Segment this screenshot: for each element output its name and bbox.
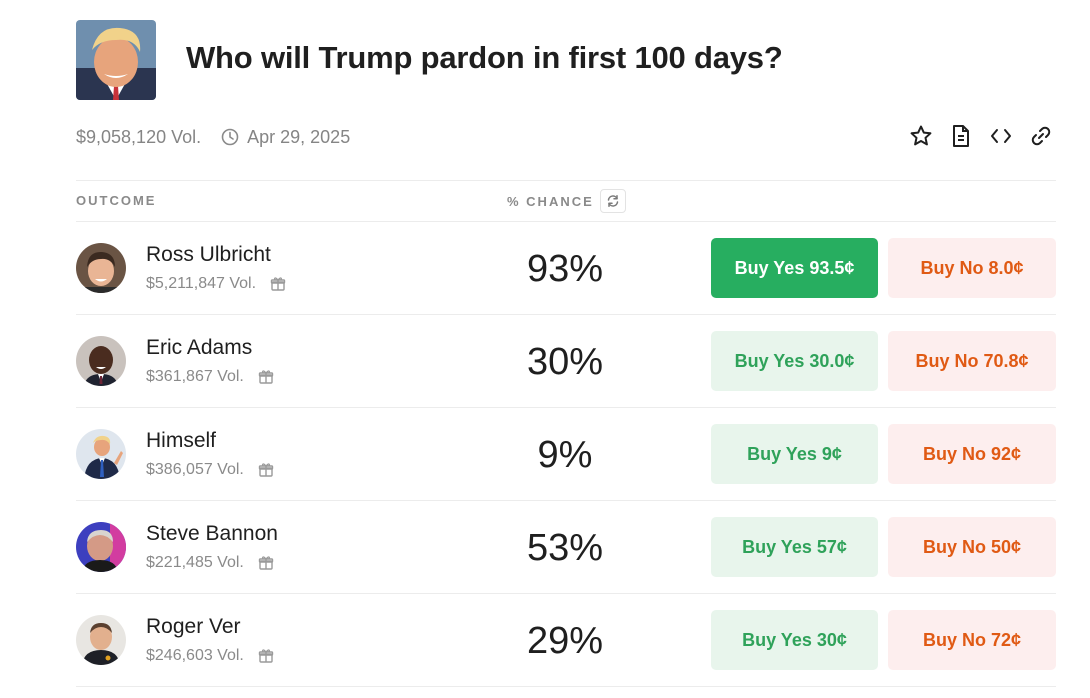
outcome-volume-line: $361,867 Vol.: [146, 368, 274, 386]
buy-no-button[interactable]: Buy No 72¢: [888, 610, 1056, 670]
gift-icon[interactable]: [258, 555, 274, 571]
gift-icon[interactable]: [258, 648, 274, 664]
refresh-icon: [607, 195, 619, 207]
outcome-volume-line: $386,057 Vol.: [146, 461, 274, 479]
outcome-row: Eric Adams $361,867 Vol. 30% Buy Yes 30.…: [76, 314, 1056, 407]
outcome-chance: 93%: [526, 248, 604, 290]
outcome-row: Himself $386,057 Vol. 9% Buy Yes 9¢ Buy …: [76, 407, 1056, 500]
buy-yes-button[interactable]: Buy Yes 30¢: [711, 610, 878, 670]
outcome-row: Steve Bannon $221,485 Vol. 53% Buy Yes 5…: [76, 500, 1056, 593]
buy-yes-button[interactable]: Buy Yes 9¢: [711, 424, 878, 484]
market-actions: [908, 123, 1054, 149]
page-title: Who will Trump pardon in first 100 days?: [186, 40, 783, 75]
market-end-date: Apr 29, 2025: [221, 127, 350, 148]
gift-icon[interactable]: [258, 462, 274, 478]
document-icon: [953, 125, 969, 147]
outcome-chance: 9%: [537, 434, 593, 476]
outcome-volume-line: $5,211,847 Vol.: [146, 275, 286, 293]
avatar: [76, 243, 126, 293]
buy-no-button[interactable]: Buy No 92¢: [888, 424, 1056, 484]
link-icon: [1031, 126, 1051, 146]
outcome-volume-line: $246,603 Vol.: [146, 647, 274, 665]
outcome-chance: 53%: [526, 527, 604, 569]
clock-icon: [221, 128, 239, 146]
buy-yes-button[interactable]: Buy Yes 93.5¢: [711, 238, 878, 298]
avatar: [76, 336, 126, 386]
header-divider: [76, 180, 1056, 181]
outcome-name: Ross Ulbricht: [146, 243, 271, 266]
buy-yes-button[interactable]: Buy Yes 30.0¢: [711, 331, 878, 391]
market-volume: $9,058,120 Vol.: [76, 126, 202, 147]
outcome-volume: $246,603 Vol.: [146, 647, 244, 664]
gift-icon[interactable]: [270, 276, 286, 292]
outcome-volume-line: $221,485 Vol.: [146, 554, 274, 572]
avatar: [76, 522, 126, 572]
outcome-row: Ross Ulbricht $5,211,847 Vol. 93% Buy Ye…: [76, 221, 1056, 314]
column-header-chance: % CHANCE: [507, 189, 626, 213]
market-meta: $9,058,120 Vol. Apr 29, 2025: [76, 124, 350, 150]
buy-yes-button[interactable]: Buy Yes 57¢: [711, 517, 878, 577]
bookmark-button[interactable]: [908, 123, 934, 149]
copy-link-button[interactable]: [1028, 123, 1054, 149]
buy-no-button[interactable]: Buy No 70.8¢: [888, 331, 1056, 391]
outcome-volume: $221,485 Vol.: [146, 554, 244, 571]
rules-button[interactable]: [948, 123, 974, 149]
embed-button[interactable]: [988, 123, 1014, 149]
market-image: [76, 20, 156, 100]
refresh-button[interactable]: [599, 189, 626, 213]
column-header-outcome: OUTCOME: [76, 193, 157, 208]
buy-no-button[interactable]: Buy No 50¢: [888, 517, 1056, 577]
outcome-volume: $5,211,847 Vol.: [146, 275, 257, 292]
outcome-row: Roger Ver $246,603 Vol. 29% Buy Yes 30¢ …: [76, 593, 1056, 687]
outcome-name: Roger Ver: [146, 615, 241, 638]
outcome-chance: 29%: [526, 620, 604, 662]
gift-icon[interactable]: [258, 369, 274, 385]
avatar: [76, 429, 126, 479]
outcome-name: Himself: [146, 429, 217, 452]
date-text: Apr 29, 2025: [247, 126, 351, 147]
outcome-chance: 30%: [526, 341, 604, 383]
code-icon: [991, 129, 1011, 143]
star-icon: [910, 125, 932, 146]
outcome-list: Ross Ulbricht $5,211,847 Vol. 93% Buy Ye…: [76, 221, 1056, 687]
outcome-volume: $386,057 Vol.: [146, 461, 244, 478]
buy-no-button[interactable]: Buy No 8.0¢: [888, 238, 1056, 298]
outcome-name: Eric Adams: [146, 336, 253, 359]
column-header-chance-label: % CHANCE: [507, 193, 594, 209]
outcome-name: Steve Bannon: [146, 522, 278, 545]
avatar: [76, 615, 126, 665]
outcome-volume: $361,867 Vol.: [146, 368, 244, 385]
